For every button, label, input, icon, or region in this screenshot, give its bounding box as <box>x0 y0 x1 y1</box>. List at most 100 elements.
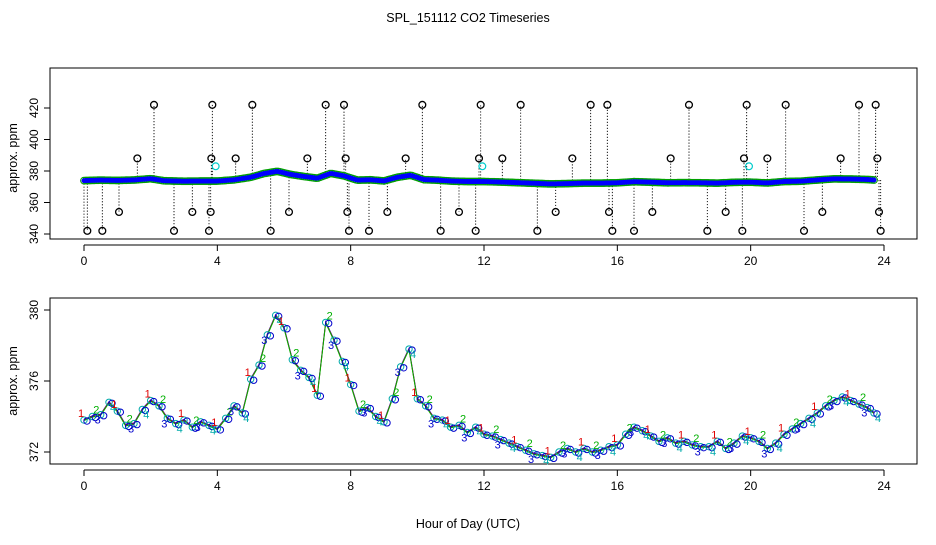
top-x-tick-label: 12 <box>477 254 491 268</box>
digit-marker: 2 <box>393 387 399 399</box>
digit-marker: 2 <box>260 353 266 365</box>
series-point-ring <box>408 346 416 354</box>
series-point-ring <box>663 434 672 442</box>
series-point-ring <box>588 448 597 456</box>
series-point-ring <box>396 363 405 371</box>
bottom-y-tick-label: 372 <box>27 442 41 462</box>
series-point-ring <box>558 449 566 457</box>
digit-marker: 3 <box>595 450 601 462</box>
series-point-ring <box>638 427 647 435</box>
digit-marker: 4 <box>443 420 449 432</box>
digit-marker: 2 <box>560 440 566 452</box>
digit-marker: 1 <box>778 422 784 434</box>
outlier-point <box>738 226 747 235</box>
outlier-point <box>568 154 577 163</box>
digit-marker: 3 <box>661 438 667 450</box>
series-point-ring <box>358 408 366 416</box>
digit-marker: 2 <box>793 417 799 429</box>
digit-marker: 3 <box>495 440 501 452</box>
series-point-ring <box>321 318 330 327</box>
series-point-ring <box>280 324 288 332</box>
series-point-ring <box>658 438 666 447</box>
series-point-ring <box>666 435 675 443</box>
digit-marker: 4 <box>410 349 416 361</box>
series-point-ring <box>855 400 863 408</box>
flag-point <box>478 162 487 171</box>
series-point-ring <box>655 437 663 446</box>
series-point-ring <box>399 364 408 372</box>
top-x-tick-label: 8 <box>347 254 354 268</box>
series-point-ring <box>196 418 205 426</box>
series-point-ring <box>691 442 700 450</box>
series-point-ring <box>338 357 347 366</box>
digit-marker: 3 <box>728 443 734 455</box>
series-point-ring <box>446 423 455 431</box>
outlier-point <box>343 207 352 217</box>
series-point-ring <box>171 419 180 428</box>
series-point-ring <box>138 405 147 414</box>
outlier-point <box>739 154 749 163</box>
outlier-point <box>418 100 427 109</box>
series-point-ring <box>830 396 838 405</box>
digit-marker: 1 <box>345 373 351 385</box>
series-point-ring <box>421 402 430 410</box>
series-point-ring <box>316 392 325 400</box>
bottom-series-rings <box>80 311 881 463</box>
digit-marker: 1 <box>445 415 451 427</box>
series-point-ring <box>374 413 383 422</box>
outlier-point <box>339 100 349 109</box>
digit-marker: 4 <box>610 447 616 459</box>
top-x-axis: 0 4 8 12 16 20 24 <box>81 244 891 268</box>
series-point-ring <box>774 440 783 448</box>
outlier-point <box>303 154 312 163</box>
series-point-ring <box>763 444 772 453</box>
chart-title: SPL_151112 CO2 Timeseries <box>386 11 550 25</box>
series-point-ring <box>741 433 750 441</box>
series-point-ring <box>574 449 583 457</box>
series-point-ring <box>488 432 497 440</box>
series-point-ring <box>730 439 738 447</box>
digit-marker: 3 <box>695 447 701 459</box>
series-point-ring <box>746 434 755 442</box>
bottom-x-tick-label: 0 <box>81 479 88 493</box>
digit-marker: 4 <box>875 413 881 425</box>
series-point-ring <box>705 442 713 451</box>
top-y-tick-label: 340 <box>27 224 41 244</box>
series-point-ring <box>266 332 275 340</box>
bottom-x-tick-label: 4 <box>214 479 221 493</box>
series-point-ring <box>866 404 875 413</box>
series-point-ring <box>224 415 233 423</box>
series-point-ring <box>188 423 197 431</box>
bottom-x-tick-label: 8 <box>347 479 354 493</box>
top-y-tick-label: 420 <box>27 98 41 118</box>
series-point-ring <box>258 362 266 370</box>
series-point-ring <box>791 426 800 434</box>
digit-marker: 2 <box>460 413 466 425</box>
series-point-ring <box>205 421 213 430</box>
outlier-point <box>321 100 330 109</box>
series-point-ring <box>163 414 172 422</box>
series-point-ring <box>313 391 322 399</box>
series-point-ring <box>130 419 138 428</box>
outlier-point <box>799 226 809 235</box>
digit-marker: 1 <box>311 383 317 395</box>
digit-marker: 4 <box>310 377 316 389</box>
series-point-ring <box>846 396 855 405</box>
digit-marker: 1 <box>811 401 817 413</box>
series-point-ring <box>821 402 830 410</box>
series-point-ring <box>133 420 141 429</box>
outlier-point <box>666 154 675 163</box>
series-point-ring <box>413 395 422 403</box>
series-point-ring <box>799 420 808 429</box>
series-point-ring <box>513 442 522 451</box>
series-point-ring <box>105 398 113 406</box>
series-point-ring <box>466 429 475 438</box>
outlier-point <box>341 154 350 163</box>
digit-marker: 3 <box>261 335 267 347</box>
series-point-ring <box>380 418 388 426</box>
series-point-ring <box>571 448 580 456</box>
bottom-y-axis: 372 376 380 <box>27 300 51 462</box>
series-point-ring <box>174 420 183 429</box>
series-point-ring <box>146 396 155 405</box>
